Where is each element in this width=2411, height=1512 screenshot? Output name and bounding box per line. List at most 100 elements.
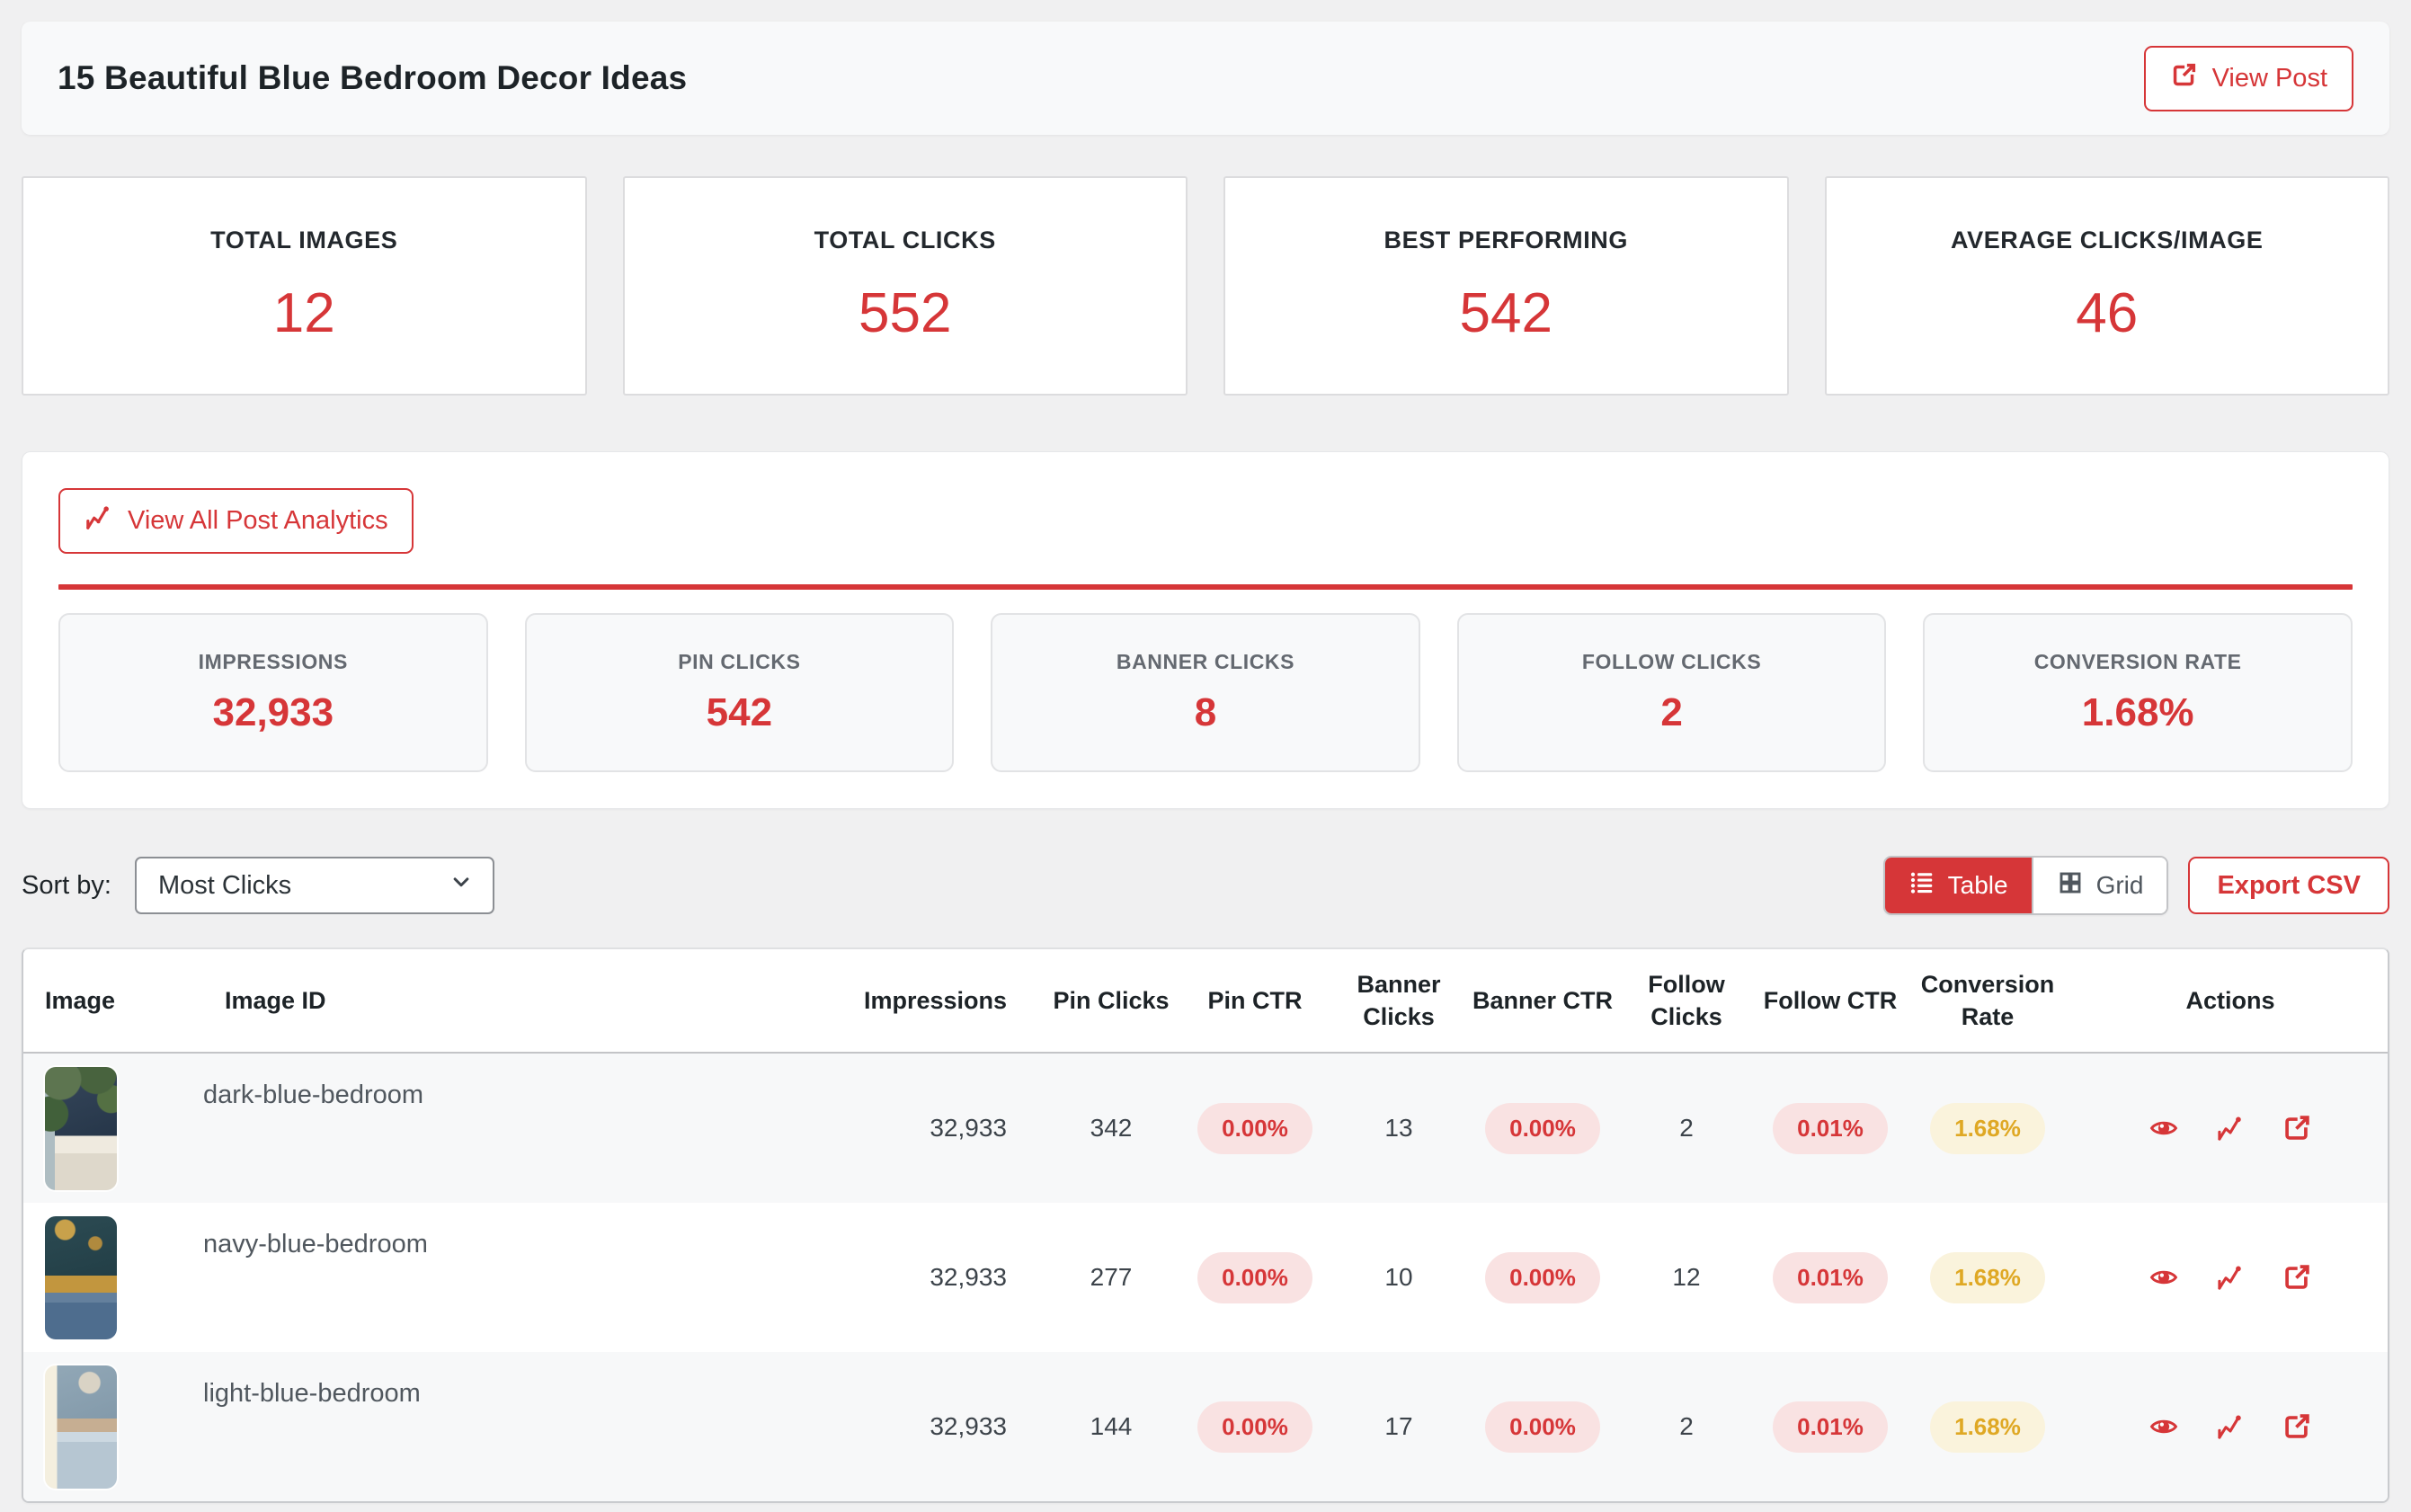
- row-actions: [2073, 1411, 2388, 1442]
- col-header-conversion-rate: Conversion Rate: [1920, 970, 2055, 1030]
- open-image-external-icon[interactable]: [2282, 1262, 2312, 1293]
- row-thumbnail[interactable]: [45, 1216, 117, 1339]
- row-impressions: 32,933: [930, 1412, 1007, 1440]
- sort-by-label: Sort by:: [22, 870, 111, 900]
- list-view-icon: [1908, 869, 1935, 903]
- mini-card-impressions: IMPRESSIONS 32,933: [58, 613, 488, 772]
- row-conversion-rate: 1.68%: [1902, 1401, 2073, 1453]
- row-banner-clicks: 10: [1384, 1263, 1413, 1291]
- stat-value: 542: [1459, 282, 1552, 344]
- chevron-down-icon: [448, 868, 475, 903]
- row-thumbnail[interactable]: [45, 1365, 117, 1489]
- mini-card-pin-clicks: PIN CLICKS 542: [524, 613, 955, 772]
- pin-ctr-badge: 0.00%: [1197, 1401, 1312, 1453]
- table-row: light-blue-bedroom 32,933 144 0.00% 17 0…: [23, 1352, 2388, 1501]
- mini-value: 2: [1660, 690, 1683, 734]
- mini-card-banner-clicks: BANNER CLICKS 8: [991, 613, 1420, 772]
- open-image-external-icon[interactable]: [2282, 1113, 2312, 1143]
- row-image-cell: [23, 1203, 203, 1339]
- stat-label: TOTAL CLICKS: [814, 227, 996, 253]
- summary-stats-row: TOTAL IMAGES 12 TOTAL CLICKS 552 BEST PE…: [22, 176, 2389, 396]
- view-details-eye-icon[interactable]: [2149, 1262, 2179, 1293]
- export-csv-button[interactable]: Export CSV: [2188, 857, 2389, 914]
- row-pin-ctr: 0.00%: [1183, 1251, 1327, 1303]
- col-header-actions: Actions: [2185, 986, 2275, 1014]
- row-pin-clicks: 277: [1090, 1263, 1133, 1291]
- table-row: navy-blue-bedroom 32,933 277 0.00% 10 0.…: [23, 1203, 2388, 1352]
- view-details-eye-icon[interactable]: [2149, 1113, 2179, 1143]
- mini-label: BANNER CLICKS: [1116, 650, 1295, 673]
- col-header-follow-clicks: Follow Clicks: [1648, 970, 1725, 1030]
- mini-value: 1.68%: [2081, 690, 2194, 734]
- red-divider: [58, 584, 2353, 590]
- conversion-rate-badge: 1.68%: [1930, 1251, 2045, 1303]
- follow-ctr-badge: 0.01%: [1773, 1102, 1888, 1154]
- mini-label: FOLLOW CLICKS: [1581, 650, 1762, 673]
- table-view-button[interactable]: Table: [1884, 858, 2032, 913]
- row-pin-ctr: 0.00%: [1183, 1401, 1327, 1453]
- row-thumbnail[interactable]: [45, 1067, 117, 1190]
- open-image-external-icon[interactable]: [2282, 1411, 2312, 1442]
- row-image-cell: [23, 1352, 203, 1489]
- banner-ctr-badge: 0.00%: [1485, 1102, 1600, 1154]
- view-details-eye-icon[interactable]: [2149, 1411, 2179, 1442]
- row-follow-clicks: 2: [1679, 1114, 1694, 1142]
- follow-ctr-badge: 0.01%: [1773, 1401, 1888, 1453]
- stat-label: BEST PERFORMING: [1383, 227, 1628, 253]
- row-follow-ctr: 0.01%: [1758, 1251, 1902, 1303]
- mini-label: CONVERSION RATE: [2033, 650, 2242, 673]
- sort-group: Sort by: Most Clicks: [22, 857, 494, 914]
- col-header-banner-clicks: Banner Clicks: [1357, 970, 1441, 1030]
- col-header-pin-ctr: Pin CTR: [1207, 986, 1303, 1014]
- chart-line-icon: [84, 503, 113, 539]
- row-banner-clicks: 17: [1384, 1412, 1413, 1440]
- stat-card-total-images: TOTAL IMAGES 12: [22, 176, 587, 396]
- row-banner-clicks: 13: [1384, 1114, 1413, 1142]
- mini-card-follow-clicks: FOLLOW CLICKS 2: [1456, 613, 1887, 772]
- col-header-pin-clicks: Pin Clicks: [1053, 986, 1170, 1014]
- row-actions: [2073, 1262, 2388, 1293]
- col-header-follow-ctr: Follow CTR: [1763, 986, 1898, 1014]
- stat-card-total-clicks: TOTAL CLICKS 552: [622, 176, 1188, 396]
- mini-value: 8: [1194, 690, 1217, 734]
- controls-row: Sort by: Most Clicks T: [22, 856, 2389, 915]
- view-toggle: Table Grid: [1882, 856, 2169, 915]
- sort-select[interactable]: Most Clicks: [134, 857, 494, 914]
- row-conversion-rate: 1.68%: [1902, 1251, 2073, 1303]
- mini-label: PIN CLICKS: [678, 650, 801, 673]
- row-image-id: dark-blue-bedroom: [203, 1081, 424, 1109]
- row-follow-clicks: 12: [1672, 1263, 1701, 1291]
- row-follow-ctr: 0.01%: [1758, 1102, 1902, 1154]
- row-pin-ctr: 0.00%: [1183, 1102, 1327, 1154]
- stat-card-best-performing: BEST PERFORMING 542: [1223, 176, 1789, 396]
- row-analytics-icon[interactable]: [2215, 1411, 2246, 1442]
- grid-view-button[interactable]: Grid: [2031, 858, 2167, 913]
- analytics-stats-row: IMPRESSIONS 32,933 PIN CLICKS 542 BANNER…: [58, 613, 2353, 772]
- row-analytics-icon[interactable]: [2215, 1113, 2246, 1143]
- mini-card-conversion-rate: CONVERSION RATE 1.68%: [1923, 613, 2353, 772]
- view-post-button[interactable]: View Post: [2143, 45, 2353, 111]
- view-controls: Table Grid Export CSV: [1882, 856, 2389, 915]
- row-image-cell: [23, 1054, 203, 1190]
- view-all-post-analytics-button[interactable]: View All Post Analytics: [58, 488, 414, 554]
- mini-label: IMPRESSIONS: [198, 650, 348, 673]
- row-pin-clicks: 342: [1090, 1114, 1133, 1142]
- mini-value: 542: [706, 690, 773, 734]
- sort-select-value: Most Clicks: [157, 870, 292, 900]
- follow-ctr-badge: 0.01%: [1773, 1251, 1888, 1303]
- row-image-id: light-blue-bedroom: [203, 1379, 421, 1408]
- table-row: dark-blue-bedroom 32,933 342 0.00% 13 0.…: [23, 1054, 2388, 1203]
- grid-view-icon: [2057, 869, 2084, 903]
- page-title: 15 Beautiful Blue Bedroom Decor Ideas: [58, 59, 688, 96]
- col-header-image-id: Image ID: [225, 986, 326, 1014]
- row-analytics-icon[interactable]: [2215, 1262, 2246, 1293]
- view-post-label: View Post: [2211, 63, 2327, 93]
- row-follow-ctr: 0.01%: [1758, 1401, 1902, 1453]
- banner-ctr-badge: 0.00%: [1485, 1251, 1600, 1303]
- post-header-card: 15 Beautiful Blue Bedroom Decor Ideas Vi…: [22, 22, 2389, 135]
- row-follow-clicks: 2: [1679, 1412, 1694, 1440]
- row-actions: [2073, 1113, 2388, 1143]
- row-image-id: navy-blue-bedroom: [203, 1230, 428, 1259]
- stat-label: TOTAL IMAGES: [210, 227, 398, 253]
- stat-value: 552: [859, 282, 952, 344]
